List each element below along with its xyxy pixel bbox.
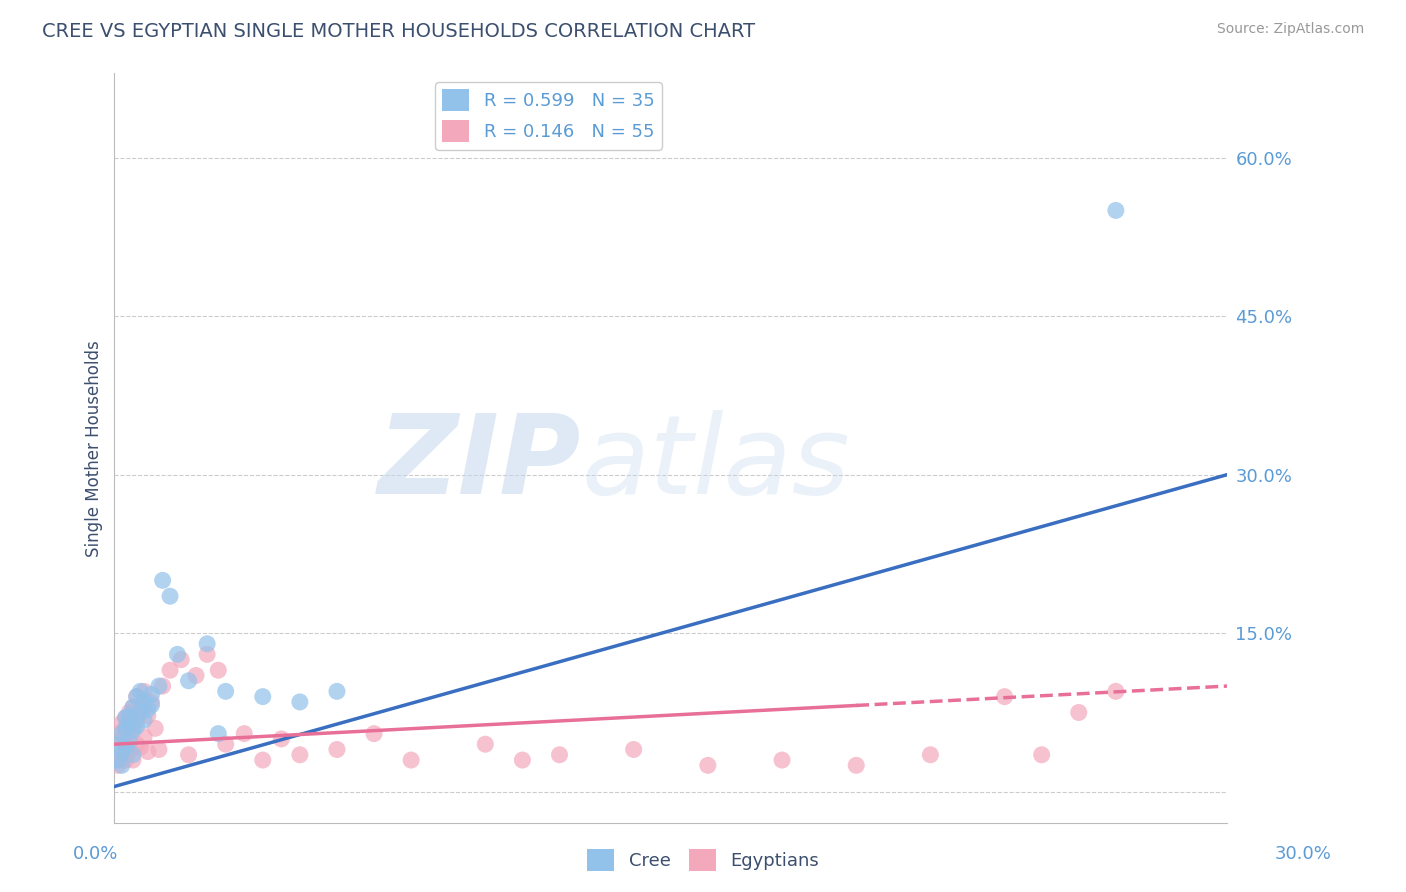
Point (125, 719, 148, 733)
Point (233, 726, 256, 740)
Point (696, 758, 718, 772)
Text: 0.0%: 0.0% (73, 845, 118, 863)
Text: Source: ZipAtlas.com: Source: ZipAtlas.com (1216, 22, 1364, 37)
Point (107, 758, 129, 772)
Point (111, 726, 134, 740)
Point (184, 668, 207, 682)
Point (474, 737, 496, 751)
Point (770, 753, 793, 767)
Point (118, 706, 141, 720)
Point (177, 747, 200, 762)
Point (114, 737, 136, 751)
Point (114, 722, 136, 736)
Point (122, 700, 145, 714)
Point (125, 713, 148, 727)
Point (129, 740, 152, 755)
Point (129, 684, 152, 698)
Point (288, 695, 311, 709)
Point (122, 747, 145, 762)
Point (993, 690, 1015, 704)
Point (326, 684, 349, 698)
Point (170, 653, 193, 667)
Point (512, 753, 534, 767)
Point (114, 753, 136, 767)
Point (1031, 747, 1053, 762)
Point (114, 711, 136, 725)
Point (122, 700, 145, 714)
Point (399, 753, 422, 767)
Point (166, 648, 188, 662)
Point (1105, 684, 1128, 698)
Point (122, 719, 145, 733)
Point (143, 722, 166, 736)
Point (114, 722, 136, 736)
Point (122, 723, 145, 738)
Point (845, 758, 868, 772)
Point (107, 753, 129, 767)
Point (111, 731, 134, 746)
Point (159, 589, 181, 603)
Point (548, 747, 571, 762)
Point (132, 730, 155, 744)
Point (129, 702, 152, 716)
Point (122, 753, 145, 767)
Point (920, 747, 942, 762)
Point (132, 713, 155, 727)
Point (177, 673, 200, 688)
Point (1067, 706, 1090, 720)
Point (152, 574, 174, 588)
Point (623, 742, 645, 756)
Point (125, 690, 148, 704)
Point (125, 737, 148, 751)
Point (215, 684, 238, 698)
Point (207, 663, 229, 677)
Point (136, 708, 159, 723)
Point (1105, 203, 1128, 218)
Y-axis label: Single Mother Households: Single Mother Households (86, 340, 103, 557)
Point (129, 706, 152, 720)
Legend: R = 0.599   N = 35, R = 0.146   N = 55: R = 0.599 N = 35, R = 0.146 N = 55 (434, 82, 662, 150)
Point (159, 663, 181, 677)
Point (118, 716, 141, 731)
Point (215, 737, 238, 751)
Point (252, 753, 274, 767)
Text: CREE VS EGYPTIAN SINGLE MOTHER HOUSEHOLDS CORRELATION CHART: CREE VS EGYPTIAN SINGLE MOTHER HOUSEHOLD… (42, 22, 755, 41)
Point (141, 698, 163, 712)
Point (148, 679, 170, 693)
Point (136, 745, 159, 759)
Text: ZIP: ZIP (378, 409, 582, 516)
Point (111, 716, 134, 731)
Point (107, 726, 129, 740)
Point (148, 742, 170, 756)
Point (118, 708, 141, 723)
Point (270, 731, 292, 746)
Point (195, 637, 218, 651)
Point (141, 695, 163, 709)
Point (326, 742, 349, 756)
Point (107, 737, 129, 751)
Point (288, 747, 311, 762)
Point (111, 758, 134, 772)
Point (132, 684, 155, 698)
Point (152, 679, 174, 693)
Point (107, 753, 129, 767)
Point (111, 745, 134, 759)
Point (118, 742, 141, 756)
Text: 30.0%: 30.0% (1275, 845, 1331, 863)
Point (207, 726, 229, 740)
Point (132, 695, 155, 709)
Point (141, 688, 163, 702)
Point (252, 690, 274, 704)
Point (125, 690, 148, 704)
Legend: Cree, Egyptians: Cree, Egyptians (579, 842, 827, 879)
Point (136, 702, 159, 716)
Point (118, 726, 141, 740)
Point (111, 747, 134, 762)
Point (114, 740, 136, 755)
Point (114, 711, 136, 725)
Text: atlas: atlas (582, 409, 851, 516)
Point (118, 734, 141, 748)
Point (363, 726, 385, 740)
Point (195, 648, 218, 662)
